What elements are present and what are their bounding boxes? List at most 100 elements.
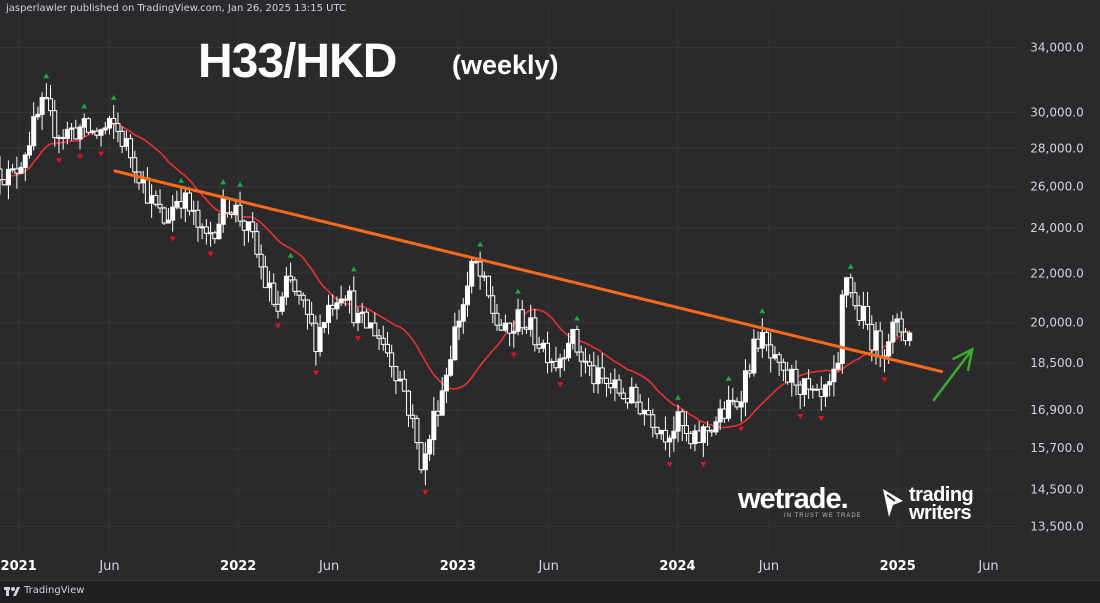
wetrade-logo: wetrade. bbox=[738, 483, 849, 515]
candle-body bbox=[132, 157, 138, 173]
candle-body bbox=[401, 378, 407, 392]
candle-body bbox=[502, 322, 508, 331]
annotation-layer bbox=[113, 169, 975, 402]
y-tick-label: 28,000.0 bbox=[1030, 141, 1083, 155]
x-tick-label: 2023 bbox=[440, 559, 476, 574]
candle-body bbox=[443, 374, 449, 392]
moving-average-line bbox=[0, 123, 911, 429]
candle-body bbox=[128, 138, 134, 159]
candle-body bbox=[199, 226, 205, 229]
candle-body bbox=[220, 198, 226, 225]
candle-body bbox=[801, 378, 807, 395]
candle-body bbox=[511, 330, 517, 334]
y-tick-label: 20,000.0 bbox=[1030, 316, 1083, 330]
candle-body bbox=[557, 358, 563, 369]
candle-body bbox=[650, 414, 656, 428]
candle-body bbox=[334, 302, 340, 310]
candle-body bbox=[52, 110, 58, 139]
y-tick-label: 26,000.0 bbox=[1030, 180, 1083, 194]
candle-body bbox=[523, 327, 529, 330]
candle-body bbox=[721, 408, 727, 419]
grid-lines bbox=[0, 8, 1018, 552]
candle-body bbox=[907, 332, 913, 342]
candle-body bbox=[898, 318, 904, 333]
candle-body bbox=[822, 384, 828, 398]
candle-body bbox=[191, 209, 197, 212]
candle-body bbox=[262, 266, 268, 289]
candle-body bbox=[481, 275, 487, 278]
candle-body bbox=[494, 312, 500, 326]
bullish-arrow-shaft bbox=[932, 348, 974, 402]
candle-body bbox=[515, 309, 521, 332]
candle-body bbox=[507, 322, 513, 334]
candle-body bbox=[216, 223, 222, 240]
candle-body bbox=[856, 305, 862, 321]
candle-body bbox=[839, 294, 845, 364]
candle-body bbox=[772, 354, 778, 359]
candle-body bbox=[245, 221, 251, 231]
candle-body bbox=[431, 410, 437, 441]
swing-high-marker bbox=[515, 288, 522, 294]
candle-body bbox=[625, 398, 631, 404]
y-tick-label: 14,500.0 bbox=[1030, 482, 1083, 496]
candle-body bbox=[233, 204, 239, 215]
tradingview-brand[interactable]: TradingView bbox=[24, 585, 85, 596]
swing-high-marker bbox=[675, 394, 682, 400]
candle-body bbox=[692, 430, 698, 445]
candle-body bbox=[591, 365, 597, 385]
candle-body bbox=[111, 117, 117, 124]
x-tick-label: 2024 bbox=[659, 559, 695, 574]
candle-body bbox=[144, 177, 150, 204]
x-axis[interactable]: 2021 Jun 2022 Jun 2023 Jun 2024 Jun 2025 Jun bbox=[1, 559, 999, 574]
candle-body bbox=[599, 367, 605, 379]
candle-body bbox=[603, 377, 609, 385]
candle-body bbox=[393, 366, 399, 382]
candle-body bbox=[410, 414, 416, 419]
swing-markers bbox=[43, 73, 888, 496]
tradingview-logo-icon[interactable] bbox=[4, 585, 20, 597]
candle-body bbox=[39, 97, 45, 115]
swing-high-marker bbox=[178, 177, 185, 183]
swing-high-marker bbox=[81, 103, 88, 109]
candle-body bbox=[31, 116, 37, 147]
candle-body bbox=[22, 154, 28, 168]
candle-body bbox=[363, 311, 369, 329]
candle-body bbox=[561, 357, 567, 360]
candle-body bbox=[793, 368, 799, 386]
y-tick-label: 18,500.0 bbox=[1030, 356, 1083, 370]
x-tick-label: Jun bbox=[318, 559, 339, 574]
candle-body bbox=[835, 362, 841, 370]
candle-body bbox=[43, 97, 49, 100]
candle-body bbox=[705, 426, 711, 432]
trading-writers-logo-line1: trading bbox=[909, 484, 974, 506]
candle-body bbox=[418, 442, 424, 471]
candle-body bbox=[797, 384, 803, 395]
candle-body bbox=[321, 322, 327, 328]
candle-body bbox=[662, 429, 668, 443]
candle-body bbox=[545, 342, 551, 364]
candle-body bbox=[77, 126, 83, 140]
footer-bar bbox=[0, 580, 1100, 603]
candle-body bbox=[326, 304, 332, 324]
candle-body bbox=[157, 203, 163, 209]
y-axis[interactable]: 13,500.0 14,500.0 15,700.0 16,900.0 18,500.0… bbox=[1030, 41, 1083, 534]
candle-body bbox=[646, 409, 652, 416]
candle-body bbox=[153, 195, 159, 205]
candle-body bbox=[700, 426, 706, 443]
candle-body bbox=[271, 282, 277, 305]
candle-body bbox=[848, 277, 854, 294]
candle-body bbox=[612, 379, 618, 389]
candle-body bbox=[620, 392, 626, 400]
candle-body bbox=[768, 344, 774, 359]
candle-body bbox=[372, 322, 378, 337]
swing-low-marker bbox=[354, 336, 361, 342]
swing-high-marker bbox=[350, 266, 357, 272]
candle-body bbox=[195, 209, 201, 228]
candle-body bbox=[60, 136, 66, 139]
candle-body bbox=[498, 324, 504, 331]
candle-body bbox=[683, 425, 689, 434]
candle-body bbox=[406, 390, 412, 416]
swing-high-marker bbox=[110, 94, 117, 100]
candle-body bbox=[237, 204, 243, 222]
